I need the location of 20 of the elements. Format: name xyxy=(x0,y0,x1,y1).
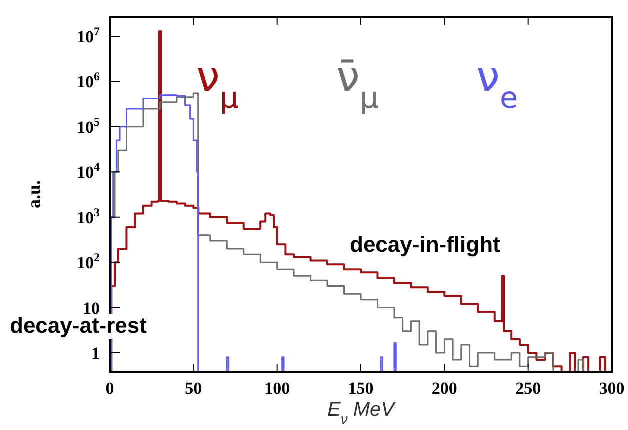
x-tick-label: 300 xyxy=(599,379,625,398)
y-axis-title: a.u. xyxy=(24,180,44,209)
y-tick-label: 10$^{4}$ xyxy=(77,160,100,182)
x-tick-label: 150 xyxy=(348,379,374,398)
x-tick-label: 0 xyxy=(106,379,114,398)
y-tick-label: 10$^{7}$ xyxy=(77,24,100,47)
x-tick-label: 100 xyxy=(264,379,290,398)
x-tick-label: 50 xyxy=(185,379,202,398)
x-axis-title: E$_{ν}$ MeV xyxy=(327,399,396,427)
annotation: decay-in-flight xyxy=(350,232,502,257)
y-tick-label: 10$^{3}$ xyxy=(77,205,100,228)
text: ν̄$_{μ}$ xyxy=(336,52,379,115)
x-tick-label: 250 xyxy=(516,379,542,398)
y-tick-label: 10$^{2}$ xyxy=(77,250,100,273)
text: ν$_{e}$ xyxy=(476,52,518,115)
y-tick-label: 10$^{6}$ xyxy=(77,70,100,92)
y-tick-label: 1 xyxy=(92,344,100,363)
series-label: ν$_{μ}$ xyxy=(196,52,239,115)
y-tick-label: 10$^{5}$ xyxy=(77,114,100,137)
x-tick-label: 200 xyxy=(432,379,458,398)
